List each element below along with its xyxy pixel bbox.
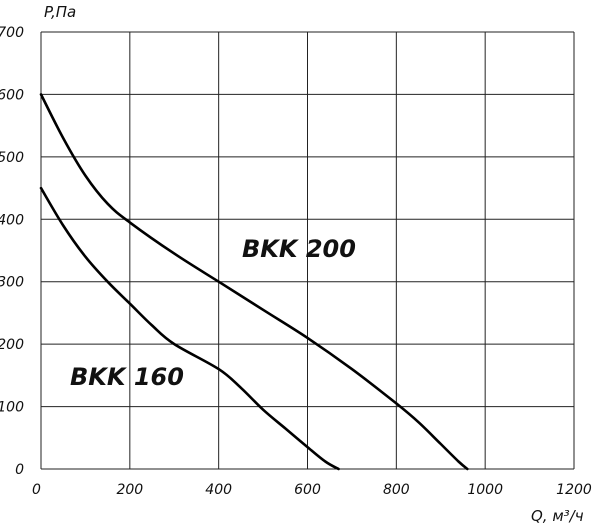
y-tick-label-600: 600 (0, 87, 24, 103)
x-tick-label-800: 800 (383, 482, 410, 498)
y-tick-label-500: 500 (0, 150, 24, 166)
x-tick-label-1000: 1000 (467, 482, 503, 498)
x-tick-labels: 0 200 400 600 800 1000 1200 (32, 482, 592, 498)
x-tick-label-0: 0 (32, 482, 41, 498)
x-tick-label-400: 400 (205, 482, 232, 498)
performance-curves (39, 93, 469, 471)
y-tick-label-200: 200 (0, 337, 24, 353)
series-label-bkk-160: BKK 160 (70, 363, 184, 391)
grid (40, 31, 575, 470)
y-tick-label-0: 0 (15, 462, 24, 478)
y-tick-label-400: 400 (0, 212, 24, 228)
y-axis-title: P,Па (44, 3, 76, 21)
y-tick-label-700: 700 (0, 25, 24, 41)
y-tick-labels: 0 100 200 300 400 500 600 700 (0, 25, 24, 478)
y-tick-label-100: 100 (0, 400, 24, 416)
x-tick-label-1200: 1200 (556, 482, 592, 498)
x-tick-label-200: 200 (116, 482, 143, 498)
y-tick-label-300: 300 (0, 275, 24, 291)
x-tick-label-600: 600 (294, 482, 321, 498)
curve-series-1 (39, 93, 469, 471)
series-label-bkk-200: BKK 200 (242, 235, 356, 263)
curve-series-2 (39, 186, 340, 471)
x-axis-title: Q, м³/ч (531, 507, 584, 524)
